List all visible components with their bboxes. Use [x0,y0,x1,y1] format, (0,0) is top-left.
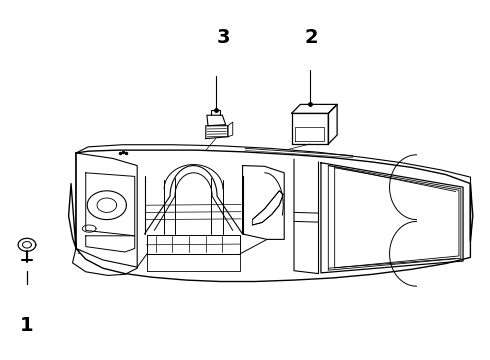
Text: 2: 2 [304,28,318,47]
Text: 3: 3 [216,28,230,47]
Text: 1: 1 [20,316,34,335]
Text: 1: 1 [76,250,80,255]
